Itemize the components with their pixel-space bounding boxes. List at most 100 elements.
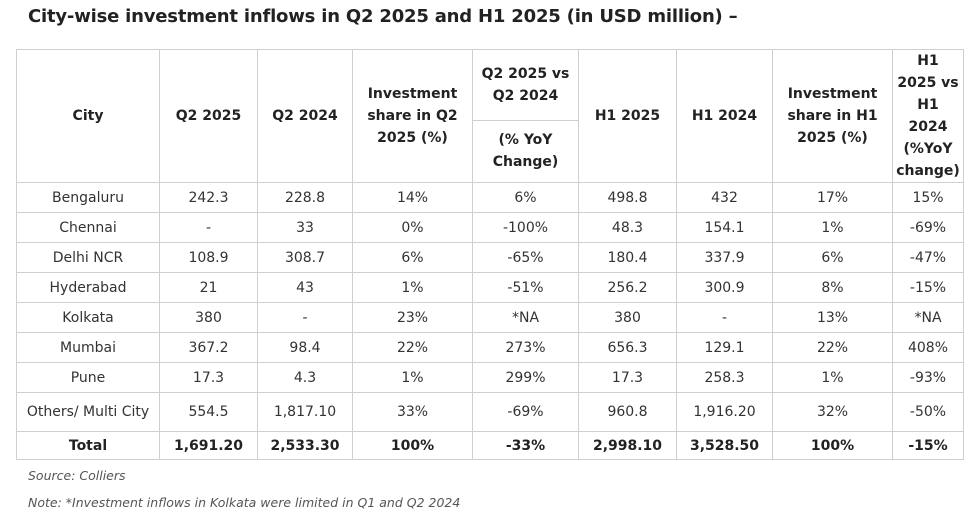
cell-yoy-q2: 6% — [472, 182, 579, 213]
cell-q2-2025: 242.3 — [159, 182, 258, 213]
table-title: City-wise investment inflows in Q2 2025 … — [28, 6, 738, 27]
total-cell-yoy-q2: -33% — [472, 431, 579, 460]
cell-q2-2025: 17.3 — [159, 362, 258, 393]
cell-h1-2025: 380 — [578, 302, 677, 333]
cell-share-h1: 1% — [772, 362, 893, 393]
cell-h1-2025: 17.3 — [578, 362, 677, 393]
cell-yoy-h1: 15% — [892, 182, 964, 213]
cell-h1-2024: 300.9 — [676, 272, 773, 303]
table-total-row: Total 1,691.20 2,533.30 100% -33% 2,998.10 3,5… — [16, 431, 964, 460]
cell-city: Pune — [16, 362, 160, 393]
cell-yoy-q2: -51% — [472, 272, 579, 303]
cell-h1-2024: 432 — [676, 182, 773, 213]
cell-q2-2024: 4.3 — [257, 362, 353, 393]
cell-h1-2024: - — [676, 302, 773, 333]
cell-q2-2024: 1,817.10 — [257, 392, 353, 432]
table-body: Bengaluru 242.3 228.8 14% 6% 498.8 432 17% 15% Ch… — [16, 182, 964, 460]
header-share-q2: Investment share in Q2 2025 (%) — [352, 49, 473, 183]
cell-h1-2025: 498.8 — [578, 182, 677, 213]
cell-q2-2024: 98.4 — [257, 332, 353, 363]
cell-share-q2: 14% — [352, 182, 473, 213]
cell-city: Chennai — [16, 212, 160, 243]
cell-share-q2: 1% — [352, 272, 473, 303]
cell-yoy-h1: -50% — [892, 392, 964, 432]
cell-h1-2024: 1,916.20 — [676, 392, 773, 432]
cell-share-h1: 8% — [772, 272, 893, 303]
cell-q2-2024: - — [257, 302, 353, 333]
cell-yoy-h1: -15% — [892, 272, 964, 303]
cell-share-h1: 6% — [772, 242, 893, 273]
header-h1-2025: H1 2025 — [578, 49, 677, 183]
cell-city: Bengaluru — [16, 182, 160, 213]
cell-yoy-h1: -69% — [892, 212, 964, 243]
cell-h1-2025: 960.8 — [578, 392, 677, 432]
cell-h1-2024: 154.1 — [676, 212, 773, 243]
header-q2-vs-q2: Q2 2025 vs Q2 2024 — [472, 49, 579, 121]
table-row: Bengaluru 242.3 228.8 14% 6% 498.8 432 17% 15% — [16, 182, 964, 213]
footnote: Note: *Investment inflows in Kolkata wer… — [28, 495, 461, 510]
cell-share-q2: 33% — [352, 392, 473, 432]
cell-city: Delhi NCR — [16, 242, 160, 273]
cell-h1-2025: 180.4 — [578, 242, 677, 273]
cell-q2-2024: 43 — [257, 272, 353, 303]
investment-table: City Q2 2025 Q2 2024 Investment share in… — [16, 49, 964, 460]
cell-q2-2024: 33 — [257, 212, 353, 243]
cell-q2-2024: 308.7 — [257, 242, 353, 273]
cell-q2-2025: 367.2 — [159, 332, 258, 363]
total-cell-share-q2: 100% — [352, 431, 473, 460]
cell-q2-2025: 554.5 — [159, 392, 258, 432]
total-cell-h1-2024: 3,528.50 — [676, 431, 773, 460]
header-q2-2025: Q2 2025 — [159, 49, 258, 183]
cell-h1-2025: 656.3 — [578, 332, 677, 363]
cell-share-h1: 13% — [772, 302, 893, 333]
cell-q2-2025: 21 — [159, 272, 258, 303]
cell-h1-2024: 258.3 — [676, 362, 773, 393]
cell-q2-2025: - — [159, 212, 258, 243]
cell-share-h1: 17% — [772, 182, 893, 213]
source-note: Source: Colliers — [28, 468, 126, 483]
cell-yoy-q2: -69% — [472, 392, 579, 432]
cell-h1-2025: 256.2 — [578, 272, 677, 303]
cell-h1-2025: 48.3 — [578, 212, 677, 243]
header-h1-vs-h1: H1 2025 vs H1 2024 (%YoY change) — [892, 49, 964, 183]
cell-yoy-h1: 408% — [892, 332, 964, 363]
cell-yoy-h1: -93% — [892, 362, 964, 393]
total-cell-share-h1: 100% — [772, 431, 893, 460]
cell-share-q2: 0% — [352, 212, 473, 243]
table-row: Hyderabad 21 43 1% -51% 256.2 300.9 8% -15% — [16, 272, 964, 303]
header-q2-yoy-change: (% YoY Change) — [472, 119, 579, 184]
cell-q2-2025: 380 — [159, 302, 258, 333]
table-row: Kolkata 380-23% *NA 380-13% *NA — [16, 302, 964, 333]
cell-yoy-h1: *NA — [892, 302, 964, 333]
cell-yoy-q2: 273% — [472, 332, 579, 363]
cell-share-h1: 22% — [772, 332, 893, 363]
table-row: Delhi NCR 108.9 308.7 6% -65% 180.4 337.9 6% -47… — [16, 242, 964, 273]
cell-yoy-q2: *NA — [472, 302, 579, 333]
header-h1-2024: H1 2024 — [676, 49, 773, 183]
cell-share-h1: 32% — [772, 392, 893, 432]
total-cell-q2-2024: 2,533.30 — [257, 431, 353, 460]
cell-city: Others/ Multi City — [16, 392, 160, 432]
total-cell-city: Total — [16, 431, 160, 460]
cell-yoy-q2: -65% — [472, 242, 579, 273]
header-share-h1: Investment share in H1 2025 (%) — [772, 49, 893, 183]
table-row: Chennai -33 0% -100% 48.3 154.1 1% -69% — [16, 212, 964, 243]
header-city: City — [16, 49, 160, 183]
cell-share-q2: 1% — [352, 362, 473, 393]
cell-city: Mumbai — [16, 332, 160, 363]
total-cell-q2-2025: 1,691.20 — [159, 431, 258, 460]
cell-share-q2: 22% — [352, 332, 473, 363]
total-cell-h1-2025: 2,998.10 — [578, 431, 677, 460]
cell-h1-2024: 337.9 — [676, 242, 773, 273]
cell-q2-2024: 228.8 — [257, 182, 353, 213]
cell-city: Hyderabad — [16, 272, 160, 303]
header-q2-2024: Q2 2024 — [257, 49, 353, 183]
cell-h1-2024: 129.1 — [676, 332, 773, 363]
cell-yoy-q2: -100% — [472, 212, 579, 243]
cell-yoy-q2: 299% — [472, 362, 579, 393]
table-row: Pune 17.3 4.3 1% 299% 17.3 258.3 1% -93% — [16, 362, 964, 393]
total-cell-yoy-h1: -15% — [892, 431, 964, 460]
cell-share-q2: 6% — [352, 242, 473, 273]
table-row: Mumbai 367.2 98.4 22% 273% 656.3 129.1 22% 408% — [16, 332, 964, 363]
cell-q2-2025: 108.9 — [159, 242, 258, 273]
